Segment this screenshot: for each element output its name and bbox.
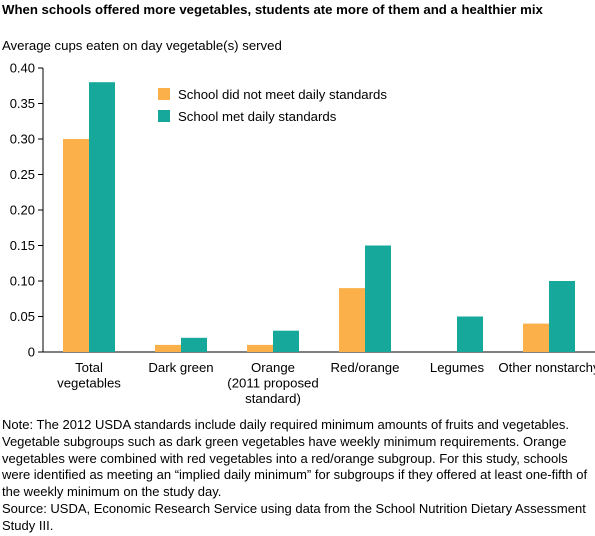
bar-not-met (247, 344, 273, 352)
legend-label: School met daily standards (178, 109, 337, 124)
y-tick-label: 0.35 (10, 96, 35, 111)
legend-label: School did not meet daily standards (178, 87, 387, 102)
bar-not-met (339, 288, 365, 352)
source-text: Source: USDA, Economic Research Service … (2, 500, 586, 533)
legend-swatch (158, 88, 170, 100)
x-category-label: (2011 proposed (227, 376, 318, 391)
x-category-label: Other nonstarchy (498, 360, 595, 375)
x-category-label: Dark green (148, 360, 213, 375)
y-axis-label: Average cups eaten on day vegetable(s) s… (2, 38, 282, 53)
y-tick-label: 0.05 (10, 309, 35, 324)
legend-swatch (158, 110, 170, 122)
y-tick-label: 0.40 (10, 61, 35, 76)
note-text: Note: The 2012 USDA standards include da… (2, 417, 588, 500)
chart-title: When schools offered more vegetables, st… (2, 2, 543, 17)
bar-not-met (63, 139, 89, 352)
x-category-label: Total (75, 360, 103, 375)
y-tick-label: 0.15 (10, 238, 35, 253)
bar-met (273, 330, 299, 352)
x-category-label: standard) (245, 391, 301, 406)
chart-note: Note: The 2012 USDA standards include da… (2, 417, 592, 535)
x-category-label: Orange (251, 360, 295, 375)
bar-not-met (155, 344, 181, 352)
x-category-label: Red/orange (331, 360, 400, 375)
y-tick-label: 0.20 (10, 203, 35, 218)
bar-met (181, 337, 207, 352)
x-category-label: Legumes (430, 360, 485, 375)
bar-not-met (523, 323, 549, 352)
y-tick-label: 0.30 (10, 132, 35, 147)
y-tick-label: 0.10 (10, 274, 35, 289)
bar-met (89, 82, 115, 352)
bar-met (365, 245, 391, 352)
x-category-label: vegetables (57, 376, 121, 391)
y-tick-label: 0.25 (10, 167, 35, 182)
bar-met (549, 281, 575, 352)
y-tick-label: 0 (28, 345, 35, 360)
bar-chart: 0 0.05 0.10 0.15 0.20 0.25 0.30 0.35 0.40 Totalve… (10, 61, 595, 406)
bar-met (457, 316, 483, 352)
